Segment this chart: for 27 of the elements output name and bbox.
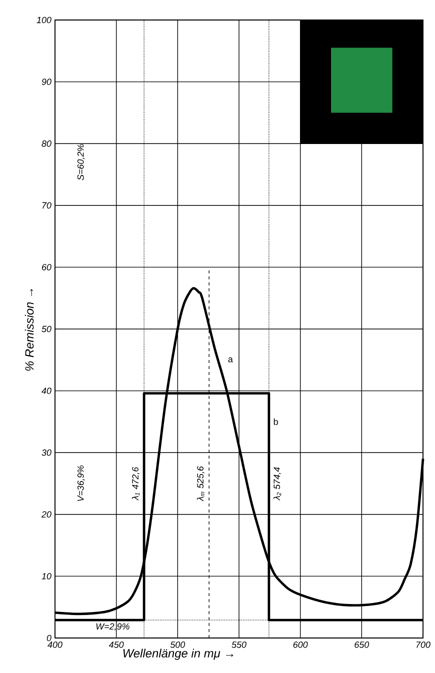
x-tick-label: 450 — [108, 642, 124, 648]
annotation: S=60,2% — [77, 144, 85, 180]
x-tick-label: 600 — [293, 642, 308, 648]
y-tick-label: 0 — [46, 634, 52, 642]
y-tick-label: 60 — [42, 264, 52, 270]
y-tick-label: 10 — [42, 573, 52, 580]
annotation: b — [274, 418, 278, 425]
ref-line-label: λ$_{1}$ 472,6 — [132, 466, 140, 500]
y-tick-label: 20 — [41, 511, 52, 518]
x-tick-label: 400 — [48, 642, 62, 648]
y-tick-label: 70 — [42, 202, 52, 209]
ref-line-label: λ$_{2}$ 574,4 — [273, 467, 282, 500]
y-tick-label: 100 — [36, 16, 52, 24]
ref-line-label: λ$_{m}$ 525,6 — [196, 466, 205, 502]
y-axis-title: % Remission → — [24, 288, 34, 371]
y-tick-label: 90 — [42, 78, 52, 85]
y-tick-label: 30 — [42, 449, 52, 456]
y-tick-label: 50 — [42, 326, 52, 332]
x-tick-label: 500 — [170, 642, 186, 648]
x-tick-label: 550 — [232, 642, 246, 648]
y-tick-label: 80 — [42, 140, 52, 147]
x-tick-label: 650 — [354, 642, 370, 648]
x-tick-label: 700 — [416, 642, 430, 648]
x-axis-title: Wellenlänge in mμ → — [123, 648, 234, 660]
annotation: V=36,9% — [77, 466, 85, 502]
y-tick-label: 40 — [42, 388, 52, 394]
annotation: a — [228, 357, 233, 362]
